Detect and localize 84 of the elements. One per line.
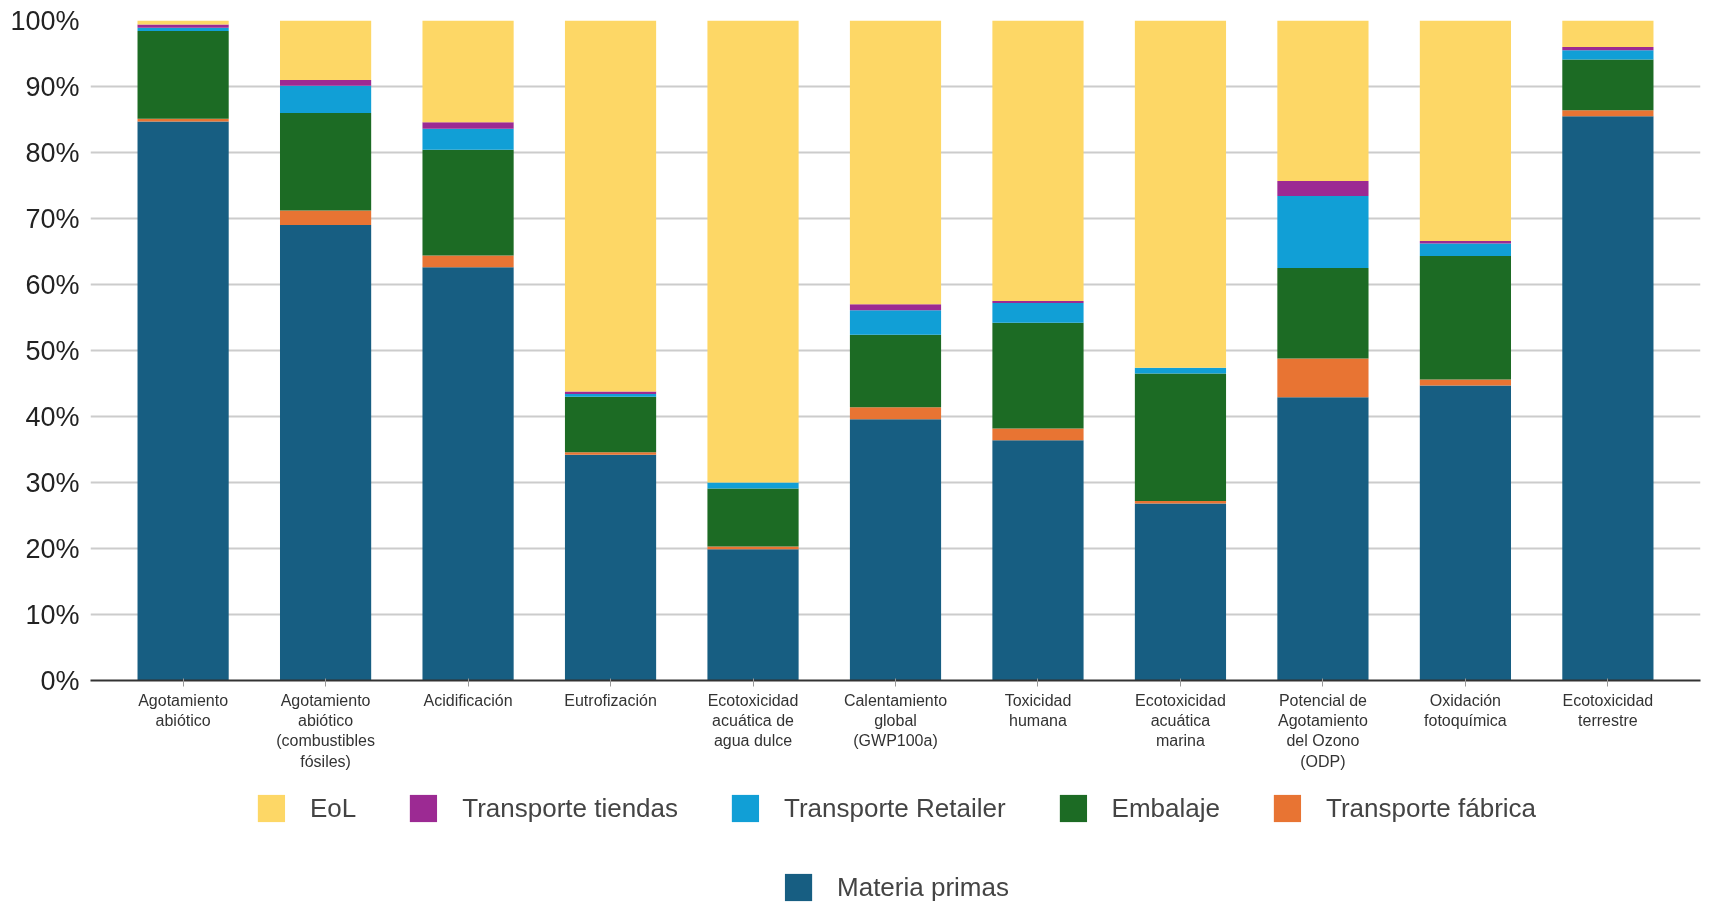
bar — [707, 20, 799, 483]
x-tick-label: Calentamiento global (GWP100a) — [843, 691, 948, 750]
x-tick-label: Eutrofización — [564, 691, 657, 709]
bar — [1277, 196, 1369, 268]
bar — [137, 27, 229, 32]
y-tick-label: 0% — [40, 665, 80, 696]
bar — [280, 210, 372, 226]
y-tick-label: 40% — [25, 401, 80, 432]
bar — [1562, 50, 1654, 60]
bar — [1134, 503, 1227, 681]
bar — [564, 20, 657, 392]
bar — [1277, 268, 1369, 359]
legend-label: Transporte tiendas — [462, 792, 679, 824]
bar — [564, 454, 657, 681]
y-tick-label: 70% — [25, 203, 80, 234]
x-tick-label: Ecotoxicidad acuática de agua dulce — [707, 691, 799, 750]
bar — [849, 407, 942, 420]
bar — [1134, 20, 1227, 368]
x-tick-label: Agotamiento abiótico — [138, 691, 229, 729]
bar — [992, 20, 1084, 301]
bar — [707, 549, 799, 681]
bar — [1134, 373, 1227, 501]
y-tick-label: 20% — [25, 533, 80, 564]
y-tick-label: 100% — [10, 5, 80, 36]
bar — [422, 149, 514, 256]
bar — [422, 122, 514, 129]
legend-label: Transporte fábrica — [1326, 792, 1537, 824]
legend-label: Transporte Retailer — [784, 792, 1006, 824]
y-tick-label: 80% — [25, 137, 80, 168]
y-tick-label: 30% — [25, 467, 80, 498]
bar — [280, 112, 372, 211]
bar — [849, 20, 942, 305]
x-tick-label: Ecotoxicidad acuática marina — [1135, 691, 1226, 750]
bar — [707, 488, 799, 547]
bar — [564, 396, 657, 453]
y-tick-label: 60% — [25, 269, 80, 300]
bar — [992, 440, 1084, 681]
x-tick-label: Oxidación fotoquímica — [1424, 691, 1507, 729]
bar — [1277, 397, 1369, 681]
y-tick-label: 50% — [25, 335, 80, 366]
bar — [280, 85, 372, 113]
bar — [1277, 358, 1369, 398]
bar — [1277, 20, 1369, 181]
x-tick-label: Potencial de Agotamiento del Ozono (ODP) — [1278, 691, 1368, 770]
x-tick-label: Acidificación — [423, 691, 513, 709]
bar — [1562, 110, 1654, 117]
bar — [1562, 46, 1654, 51]
bar — [1134, 500, 1227, 504]
bar — [1277, 180, 1369, 197]
bar — [1419, 256, 1511, 380]
bar — [1419, 240, 1511, 244]
bar — [1562, 116, 1654, 681]
bar — [1562, 59, 1654, 111]
legend-label: Materia primas — [837, 871, 1009, 903]
bar — [137, 31, 229, 119]
bar — [280, 20, 372, 80]
bar — [422, 128, 514, 150]
x-tick-label: Agotamiento abiótico (combustibles fósiles) — [276, 691, 375, 770]
bar — [422, 267, 514, 681]
bar — [849, 419, 942, 681]
bar — [992, 302, 1084, 323]
bar — [1419, 20, 1511, 241]
y-tick-label: 90% — [25, 71, 80, 102]
bar — [992, 322, 1084, 429]
bar — [137, 121, 229, 681]
x-tick-label: Ecotoxicidad terrestre — [1562, 691, 1654, 729]
bar — [1419, 243, 1511, 257]
bar — [280, 225, 372, 681]
y-tick-label: 10% — [25, 599, 80, 630]
bar — [849, 334, 942, 408]
bar — [992, 428, 1084, 441]
bar — [1562, 20, 1654, 47]
legend-label: EoL — [309, 792, 357, 824]
bar — [280, 79, 372, 86]
bar — [849, 310, 942, 335]
bar — [137, 24, 229, 28]
bar — [564, 452, 657, 455]
bar — [1134, 367, 1227, 374]
x-tick-label: Toxicidad humana — [1004, 691, 1072, 729]
bar — [1419, 385, 1511, 681]
bar — [422, 20, 514, 123]
legend-label: Embalaje — [1111, 792, 1221, 824]
bar — [422, 255, 514, 268]
bar — [849, 304, 942, 311]
